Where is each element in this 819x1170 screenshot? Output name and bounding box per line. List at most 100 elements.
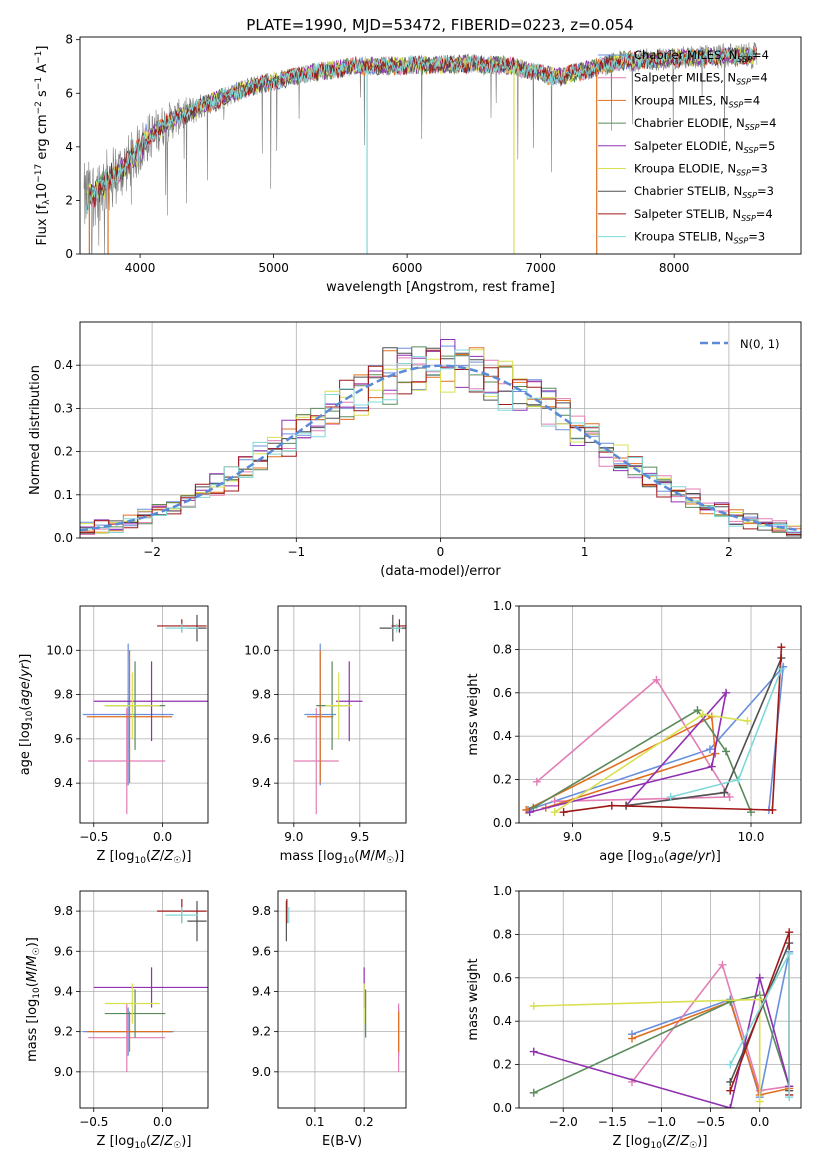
y-tick-label: 0.8 bbox=[493, 642, 512, 656]
y-tick-label: 1.0 bbox=[493, 884, 512, 898]
x-axis-label: E(B-V) bbox=[322, 1134, 362, 1149]
label-part: =3 bbox=[748, 230, 765, 244]
label-part: 10 bbox=[32, 987, 42, 999]
residual-legend: N(0, 1) bbox=[700, 337, 780, 351]
label-part: )] bbox=[18, 654, 33, 664]
x-tick-label: 7000 bbox=[525, 261, 556, 275]
errorbar-kroupa-stelib bbox=[165, 907, 199, 924]
label-part: Z bbox=[150, 1134, 161, 1149]
y-tick-label: 9.2 bbox=[252, 1025, 271, 1039]
x-tick-label: 0.1 bbox=[305, 1115, 324, 1129]
label-part: SSP bbox=[737, 55, 752, 64]
plot-area bbox=[82, 899, 208, 1072]
label-part: Chabrier MILES, N bbox=[634, 48, 737, 62]
x-axis-label: mass [log10(M/M☉)] bbox=[280, 849, 405, 866]
y-tick-label: 2 bbox=[65, 193, 73, 207]
y-tick-label: 9.8 bbox=[54, 904, 73, 918]
label-part: Z [log bbox=[613, 1134, 651, 1149]
label-part: yr bbox=[697, 849, 713, 864]
axes-border bbox=[79, 890, 209, 1109]
x-axis-label: age [log10(age/yr)] bbox=[599, 849, 721, 866]
series-marker bbox=[550, 808, 559, 817]
legend-label-chabrier-stelib: Chabrier STELIB, NSSP=3 bbox=[634, 184, 774, 200]
label-part: / bbox=[25, 966, 40, 971]
y-tick-label: 10.0 bbox=[244, 643, 271, 657]
series-line bbox=[625, 657, 783, 807]
label-part: SSP bbox=[741, 214, 756, 223]
model-spectrum-kroupa-stelib bbox=[86, 47, 757, 214]
y-tick-label: 0.4 bbox=[493, 729, 512, 743]
series-chabrier-stelib bbox=[622, 654, 786, 810]
y-axis-label: age [log10(age/yr)] bbox=[18, 654, 35, 776]
errorbar-kroupa-stelib bbox=[165, 623, 199, 633]
label-part: Salpeter STELIB, N bbox=[634, 207, 741, 221]
label-part: Z bbox=[679, 1134, 690, 1149]
series-marker bbox=[550, 797, 559, 806]
errorbar-kroupa-miles bbox=[86, 1011, 173, 1052]
label-part: / bbox=[693, 849, 698, 864]
label-part: mass [log bbox=[280, 849, 343, 864]
label-part: ( bbox=[662, 1134, 667, 1149]
y-tick-label: 0.6 bbox=[493, 971, 512, 985]
label-part: −1 bbox=[34, 51, 44, 64]
errorbar-kroupa-elodie bbox=[104, 672, 160, 739]
x-tick-label: 9.5 bbox=[652, 830, 671, 844]
series-marker bbox=[698, 710, 707, 719]
label-part: −17 bbox=[34, 164, 44, 183]
label-part: yr bbox=[18, 662, 33, 678]
label-part: −1 bbox=[34, 77, 44, 90]
series-marker bbox=[722, 688, 731, 697]
label-part: )] bbox=[711, 849, 721, 864]
series-line bbox=[533, 998, 761, 1102]
series-marker bbox=[768, 805, 777, 814]
label-part: =4 bbox=[756, 207, 773, 221]
label-part: ☉ bbox=[173, 856, 181, 866]
errorbar-salpeter-miles bbox=[293, 707, 339, 815]
series-marker bbox=[720, 788, 729, 797]
x-tick-label: −2.0 bbox=[549, 1115, 578, 1129]
legend-label-salpeter-elodie: Salpeter ELODIE, NSSP=5 bbox=[634, 139, 775, 155]
series-marker bbox=[525, 808, 534, 817]
series-kroupa-elodie bbox=[550, 710, 752, 817]
series-marker bbox=[707, 762, 716, 771]
series-line bbox=[536, 678, 732, 803]
y-tick-label: 10.0 bbox=[46, 643, 73, 657]
label-part: M bbox=[375, 849, 386, 864]
y-tick-label: 0.4 bbox=[54, 358, 73, 372]
label-part: 10 bbox=[343, 856, 355, 866]
label-part: =4 bbox=[752, 48, 769, 62]
series-marker bbox=[529, 1002, 538, 1011]
label-part: =4 bbox=[760, 116, 777, 130]
legend-label-gaussian: N(0, 1) bbox=[740, 337, 780, 351]
label-part: 10 bbox=[652, 856, 664, 866]
label-part: ( bbox=[25, 982, 40, 987]
x-tick-label: 1 bbox=[581, 545, 589, 559]
errorbar-salpeter-stelib bbox=[391, 619, 406, 633]
legend-label-salpeter-miles: Salpeter MILES, NSSP=4 bbox=[634, 71, 768, 87]
series-marker bbox=[734, 775, 743, 784]
residuals-panel: −2 −1 0 1 2 0.0 0.1 0.2 0.3 0.4 (data-model)/error… bbox=[28, 321, 802, 579]
label-part: Z [log bbox=[97, 1134, 135, 1149]
axes-frame: 4000 5000 6000 7000 8000 0 2 4 6 8 wavelength [Ang… bbox=[34, 33, 802, 295]
label-part: ☉ bbox=[32, 947, 42, 955]
y-tick-label: 9.6 bbox=[54, 944, 73, 958]
residual-histogram-salpeter-elodie bbox=[80, 339, 801, 534]
label-part: mass [log bbox=[25, 999, 40, 1062]
x-tick-label: −0.5 bbox=[79, 830, 108, 844]
label-part: SSP bbox=[729, 100, 744, 109]
y-axis-label: Normed distribution bbox=[28, 365, 43, 495]
label-part: SSP bbox=[736, 78, 751, 87]
y-tick-label: 9.8 bbox=[252, 688, 271, 702]
axes-frame: 9.0 9.5 10.0 0.0 0.2 0.4 0.6 0.8 1.0 age [log10(a… bbox=[466, 599, 802, 866]
y-tick-label: 0.1 bbox=[54, 488, 73, 502]
label-part: s bbox=[35, 90, 50, 101]
series-marker bbox=[785, 928, 794, 937]
series-marker bbox=[743, 717, 752, 726]
x-tick-label: −0.5 bbox=[696, 1115, 725, 1129]
x-tick-label: 9.0 bbox=[284, 830, 303, 844]
y-tick-label: 1.0 bbox=[493, 599, 512, 613]
label-part: 10 bbox=[35, 183, 50, 200]
model-spectrum-salpeter-stelib bbox=[86, 47, 757, 210]
y-tick-label: 9.0 bbox=[54, 1065, 73, 1079]
